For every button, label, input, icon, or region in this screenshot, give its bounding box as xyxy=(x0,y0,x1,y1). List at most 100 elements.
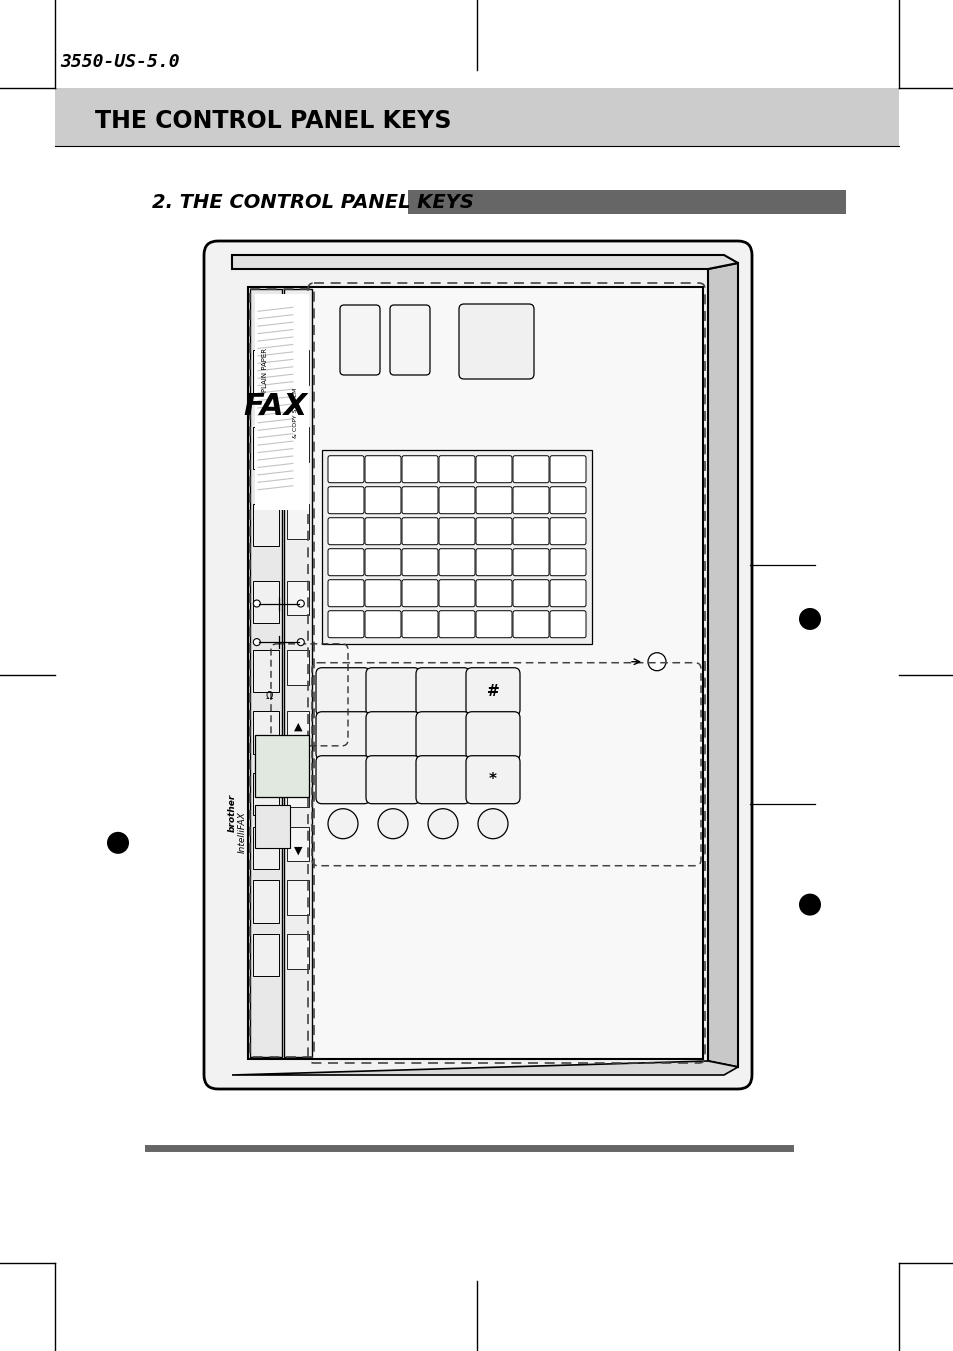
FancyBboxPatch shape xyxy=(550,486,585,513)
Circle shape xyxy=(799,893,821,916)
Bar xyxy=(287,427,309,462)
Bar xyxy=(287,934,309,969)
Bar xyxy=(322,450,592,643)
Bar xyxy=(408,190,845,213)
FancyBboxPatch shape xyxy=(401,486,437,513)
FancyBboxPatch shape xyxy=(328,517,364,544)
Circle shape xyxy=(253,639,260,646)
Bar xyxy=(254,295,309,511)
FancyBboxPatch shape xyxy=(476,486,512,513)
Text: PLAIN PAPER: PLAIN PAPER xyxy=(261,347,268,392)
Bar xyxy=(253,350,278,393)
FancyBboxPatch shape xyxy=(465,667,519,716)
Bar xyxy=(253,773,278,815)
FancyBboxPatch shape xyxy=(476,517,512,544)
Bar xyxy=(253,827,278,869)
Bar xyxy=(250,289,282,1056)
FancyBboxPatch shape xyxy=(366,667,419,716)
Text: brother: brother xyxy=(227,793,236,832)
FancyBboxPatch shape xyxy=(416,667,470,716)
Bar xyxy=(254,735,309,797)
FancyBboxPatch shape xyxy=(438,549,475,576)
FancyBboxPatch shape xyxy=(315,755,370,804)
FancyBboxPatch shape xyxy=(401,611,437,638)
FancyBboxPatch shape xyxy=(513,611,548,638)
FancyBboxPatch shape xyxy=(315,712,370,759)
FancyBboxPatch shape xyxy=(550,580,585,607)
Circle shape xyxy=(297,639,304,646)
FancyBboxPatch shape xyxy=(416,755,470,804)
Bar xyxy=(253,712,278,754)
FancyBboxPatch shape xyxy=(438,611,475,638)
FancyBboxPatch shape xyxy=(416,712,470,759)
FancyBboxPatch shape xyxy=(438,580,475,607)
FancyBboxPatch shape xyxy=(328,549,364,576)
FancyBboxPatch shape xyxy=(476,455,512,482)
Circle shape xyxy=(799,608,821,630)
FancyBboxPatch shape xyxy=(365,549,400,576)
Circle shape xyxy=(107,832,129,854)
FancyBboxPatch shape xyxy=(204,240,751,1089)
FancyBboxPatch shape xyxy=(550,549,585,576)
FancyBboxPatch shape xyxy=(315,667,370,716)
FancyBboxPatch shape xyxy=(550,611,585,638)
Bar xyxy=(253,581,278,623)
Circle shape xyxy=(297,600,304,607)
Bar xyxy=(287,581,309,616)
FancyBboxPatch shape xyxy=(458,304,534,380)
FancyBboxPatch shape xyxy=(365,486,400,513)
Text: ▲: ▲ xyxy=(294,721,302,732)
Text: FAX: FAX xyxy=(243,392,307,422)
Polygon shape xyxy=(232,1061,738,1075)
Text: IntelliFAX: IntelliFAX xyxy=(237,812,246,854)
Bar xyxy=(253,650,278,692)
Bar xyxy=(253,881,278,923)
FancyBboxPatch shape xyxy=(366,712,419,759)
FancyBboxPatch shape xyxy=(365,517,400,544)
Circle shape xyxy=(328,809,357,839)
Text: THE CONTROL PANEL KEYS: THE CONTROL PANEL KEYS xyxy=(95,109,451,132)
FancyBboxPatch shape xyxy=(328,611,364,638)
FancyBboxPatch shape xyxy=(513,486,548,513)
Bar xyxy=(253,504,278,546)
Text: ▼: ▼ xyxy=(294,846,302,855)
Bar xyxy=(248,286,702,1059)
Bar xyxy=(287,504,309,539)
Bar xyxy=(287,350,309,385)
FancyBboxPatch shape xyxy=(328,580,364,607)
FancyBboxPatch shape xyxy=(401,549,437,576)
Bar xyxy=(287,881,309,915)
FancyBboxPatch shape xyxy=(365,455,400,482)
FancyBboxPatch shape xyxy=(438,455,475,482)
Bar xyxy=(55,88,898,146)
FancyBboxPatch shape xyxy=(465,712,519,759)
Bar xyxy=(254,804,290,847)
Text: 3550-US-5.0: 3550-US-5.0 xyxy=(60,53,179,72)
Bar xyxy=(253,427,278,470)
FancyBboxPatch shape xyxy=(513,549,548,576)
Circle shape xyxy=(253,600,260,607)
Circle shape xyxy=(647,653,665,670)
Bar xyxy=(287,650,309,685)
Bar xyxy=(287,827,309,861)
FancyBboxPatch shape xyxy=(339,305,379,376)
FancyBboxPatch shape xyxy=(401,580,437,607)
Text: #: # xyxy=(486,684,498,700)
FancyBboxPatch shape xyxy=(365,580,400,607)
Circle shape xyxy=(377,809,408,839)
FancyBboxPatch shape xyxy=(550,517,585,544)
Polygon shape xyxy=(707,263,738,1067)
Text: & COPY SYSTEM: & COPY SYSTEM xyxy=(293,388,297,438)
Text: 2. THE CONTROL PANEL KEYS: 2. THE CONTROL PANEL KEYS xyxy=(152,192,474,212)
Circle shape xyxy=(428,809,457,839)
FancyBboxPatch shape xyxy=(465,755,519,804)
Text: *: * xyxy=(489,773,497,788)
FancyBboxPatch shape xyxy=(328,486,364,513)
Bar xyxy=(284,289,312,1056)
FancyBboxPatch shape xyxy=(401,517,437,544)
Text: Ω: Ω xyxy=(265,692,273,701)
Bar xyxy=(287,773,309,808)
FancyBboxPatch shape xyxy=(365,611,400,638)
FancyBboxPatch shape xyxy=(390,305,430,376)
Polygon shape xyxy=(232,255,738,269)
